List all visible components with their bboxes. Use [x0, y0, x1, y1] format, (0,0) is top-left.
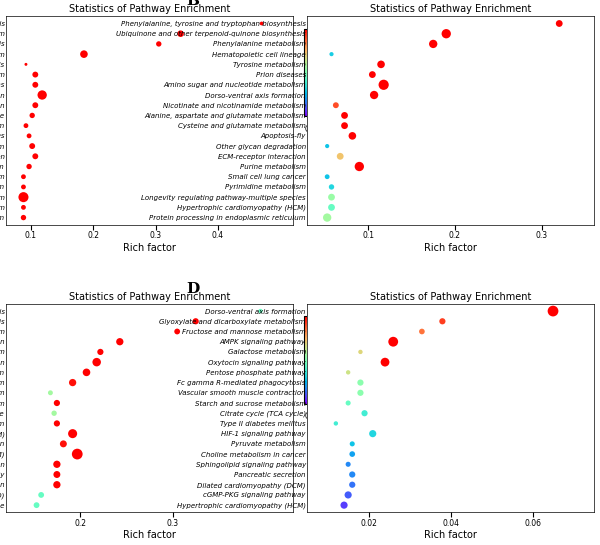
Point — [31, 81, 40, 89]
Point — [68, 429, 77, 438]
Point — [52, 480, 62, 489]
Point — [52, 470, 62, 479]
Point — [79, 50, 89, 58]
Point — [46, 389, 55, 397]
Point — [322, 213, 332, 222]
Point — [28, 111, 37, 120]
Point — [356, 389, 365, 397]
Point — [356, 378, 365, 387]
Point — [31, 101, 40, 110]
Point — [368, 70, 377, 79]
Point — [347, 439, 357, 448]
Point — [368, 429, 377, 438]
Point — [95, 348, 105, 356]
Point — [59, 439, 68, 448]
Point — [548, 307, 558, 316]
Point — [360, 409, 370, 417]
Point — [327, 193, 337, 202]
Point — [347, 450, 357, 458]
Point — [19, 203, 28, 211]
Point — [355, 162, 364, 171]
Point — [343, 490, 353, 499]
Point — [92, 358, 101, 366]
Point — [331, 419, 341, 428]
Point — [417, 327, 427, 336]
X-axis label: Rich factor: Rich factor — [123, 530, 176, 540]
Point — [340, 122, 349, 130]
Point — [73, 450, 82, 458]
Point — [21, 122, 31, 130]
Point — [31, 70, 40, 79]
Point — [442, 29, 451, 38]
Text: B: B — [187, 0, 200, 8]
Point — [380, 358, 390, 366]
Point — [37, 90, 47, 99]
Point — [331, 101, 341, 110]
Point — [347, 470, 357, 479]
Point — [19, 213, 28, 222]
Point — [339, 501, 349, 510]
Point — [24, 131, 34, 140]
Title: Statistics of Pathway Enrichment: Statistics of Pathway Enrichment — [69, 292, 230, 302]
Point — [256, 307, 265, 316]
Point — [347, 131, 357, 140]
Title: Statistics of Pathway Enrichment: Statistics of Pathway Enrichment — [370, 292, 531, 302]
Point — [322, 142, 332, 150]
Point — [172, 327, 182, 336]
Point — [52, 419, 62, 428]
Point — [19, 193, 28, 202]
Point — [369, 90, 379, 99]
Point — [428, 40, 438, 49]
Point — [115, 337, 125, 346]
Point — [82, 368, 91, 377]
Point — [68, 378, 77, 387]
Point — [24, 162, 34, 171]
Point — [327, 203, 337, 211]
Point — [554, 19, 564, 28]
Point — [154, 40, 164, 49]
Text: D: D — [187, 282, 200, 295]
Legend: 10, 20, 30, 40: 10, 20, 30, 40 — [305, 124, 359, 171]
Point — [322, 172, 332, 181]
X-axis label: Rich factor: Rich factor — [424, 530, 477, 540]
X-axis label: Rich factor: Rich factor — [123, 243, 176, 253]
Point — [257, 19, 266, 28]
Title: Statistics of Pathway Enrichment: Statistics of Pathway Enrichment — [370, 4, 531, 14]
Point — [340, 111, 349, 120]
Point — [52, 460, 62, 469]
Point — [347, 480, 357, 489]
Point — [191, 317, 200, 326]
Point — [335, 152, 345, 161]
Point — [437, 317, 447, 326]
Point — [379, 81, 388, 89]
Point — [28, 142, 37, 150]
Point — [343, 460, 353, 469]
Point — [37, 490, 46, 499]
Point — [176, 29, 185, 38]
Point — [21, 60, 31, 69]
Point — [19, 183, 28, 191]
Point — [388, 337, 398, 346]
Point — [49, 409, 59, 417]
Point — [327, 183, 337, 191]
Point — [32, 501, 41, 510]
Point — [356, 348, 365, 356]
X-axis label: Rich factor: Rich factor — [424, 243, 477, 253]
Point — [31, 152, 40, 161]
Point — [19, 172, 28, 181]
Legend: 30, 60, 90, 120: 30, 60, 90, 120 — [305, 411, 359, 458]
Point — [327, 50, 337, 58]
Point — [376, 60, 386, 69]
Title: Statistics of Pathway Enrichment: Statistics of Pathway Enrichment — [69, 4, 230, 14]
Point — [343, 398, 353, 407]
Point — [52, 398, 62, 407]
Point — [343, 368, 353, 377]
